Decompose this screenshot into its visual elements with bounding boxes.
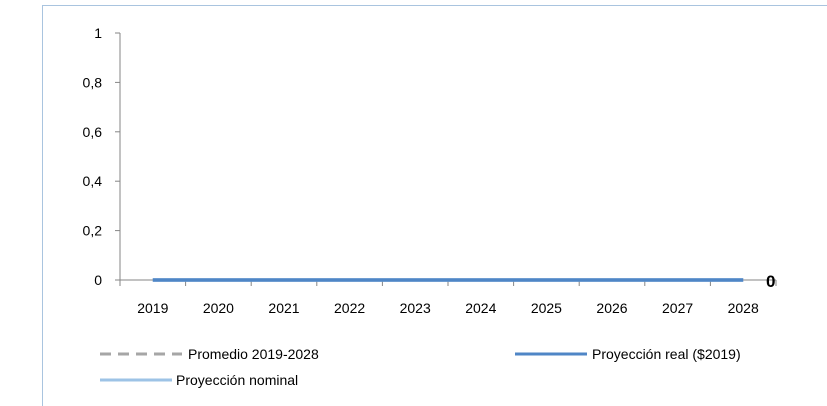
x-tick-label: 2025 xyxy=(531,300,562,316)
legend: Promedio 2019-2028 Proyección real ($2019… xyxy=(100,346,741,388)
x-tick-label: 2028 xyxy=(728,300,759,316)
legend-label-2: Proyección nominal xyxy=(176,372,298,388)
y-tick-label: 0,2 xyxy=(83,223,103,239)
x-tick-label: 2019 xyxy=(137,300,168,316)
x-tick-label: 2022 xyxy=(334,300,365,316)
y-tick-label: 0,4 xyxy=(83,173,103,189)
x-tick-label: 2026 xyxy=(596,300,627,316)
y-tick-label: 0,8 xyxy=(83,74,103,90)
y-tick-label: 0,6 xyxy=(83,124,103,140)
x-tick-label: 2020 xyxy=(203,300,234,316)
x-tick-label: 2027 xyxy=(662,300,693,316)
y-tick-label: 1 xyxy=(94,25,102,41)
x-tick-label: 2024 xyxy=(465,300,496,316)
legend-label-1: Proyección real ($2019) xyxy=(592,346,741,362)
labels-layer: 0 0,2 0,4 0,6 0,8 1 2019 2020 2021 2022 2023 2024 20… xyxy=(83,25,776,316)
x-tick-label: 2023 xyxy=(400,300,431,316)
legend-label-0: Promedio 2019-2028 xyxy=(188,346,319,362)
axes xyxy=(115,32,777,286)
x-tick-label: 2021 xyxy=(268,300,299,316)
y-tick-label: 0 xyxy=(94,272,102,288)
end-value-label: 0 xyxy=(766,272,775,291)
